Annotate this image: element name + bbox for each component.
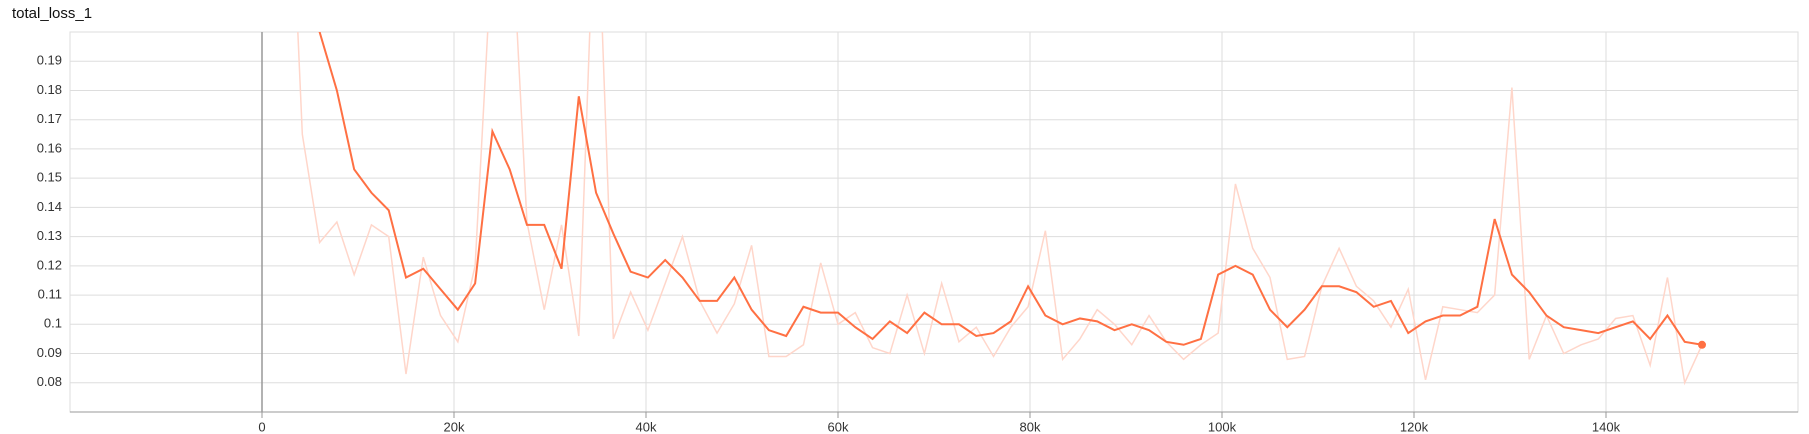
x-tick-label: 80k	[1020, 419, 1041, 434]
x-tick-label: 120k	[1400, 419, 1429, 434]
x-tick-label: 20k	[444, 419, 465, 434]
y-tick-label: 0.19	[37, 53, 62, 68]
x-tick-label: 140k	[1592, 419, 1621, 434]
grid	[69, 31, 1799, 413]
y-tick-label: 0.15	[37, 170, 62, 185]
series-line	[297, 32, 1703, 386]
x-tick-label: 100k	[1208, 419, 1237, 434]
y-tick-label: 0.11	[38, 287, 62, 302]
plot-frame	[69, 31, 1799, 413]
axes: 0.08 0.09 0.1 0.11 0.12 0.13 0.14 0.15 0.16 0.17 0…	[37, 53, 1798, 434]
y-tick-label: 0.17	[37, 111, 62, 126]
y-tick-label: 0.18	[37, 82, 62, 97]
y-tick-label: 0.14	[37, 199, 62, 214]
x-tick-label: 40k	[636, 419, 657, 434]
y-tick-label: 0.12	[37, 257, 62, 272]
end-point	[1698, 340, 1706, 349]
y-tick-label: 0.13	[37, 228, 62, 243]
y-tick-label: 0.16	[37, 140, 62, 155]
series-line	[318, 32, 1703, 346]
y-tick-label: 0.09	[37, 345, 62, 360]
plot-area	[297, 32, 1706, 386]
x-tick-label: 60k	[828, 419, 849, 434]
y-tick-label: 0.08	[37, 374, 62, 389]
chart-title: total_loss_1	[12, 5, 92, 22]
x-tick-label: 0	[258, 419, 265, 434]
y-tick-label: 0.1	[44, 316, 62, 331]
